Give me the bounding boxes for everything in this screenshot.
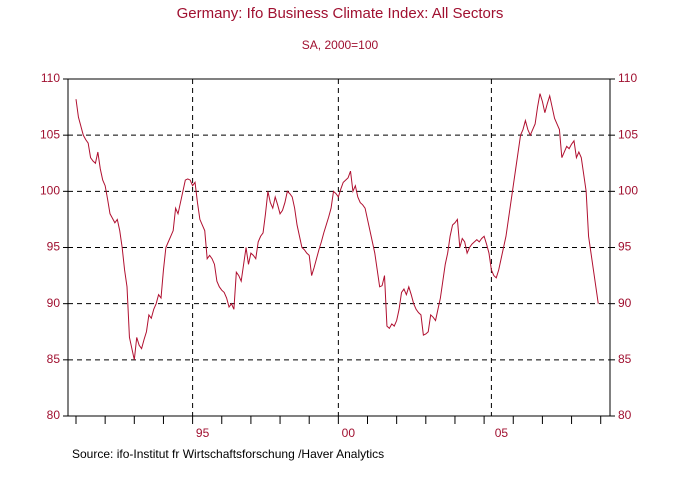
y2-tick-label: 80: [618, 408, 632, 422]
y2-tick-label: 95: [618, 240, 632, 254]
data-line: [75, 93, 599, 360]
y-tick-label: 100: [40, 184, 60, 198]
y2-tick-label: 110: [618, 71, 637, 85]
x-tick-label: 05: [495, 426, 509, 440]
y2-tick-label: 90: [618, 296, 632, 310]
y2-tick-label: 100: [618, 184, 638, 198]
chart-subtitle: SA, 2000=100: [302, 38, 379, 52]
y-tick-label: 90: [47, 296, 61, 310]
y-tick-label: 105: [40, 127, 60, 141]
x-tick-label: 95: [196, 426, 210, 440]
y2-tick-label: 85: [618, 352, 632, 366]
x-tick-label: 00: [342, 426, 356, 440]
y2-tick-label: 105: [618, 127, 638, 141]
y-tick-label: 80: [47, 408, 61, 422]
y-tick-label: 95: [47, 240, 61, 254]
source-note: Source: ifo-Institut fr Wirtschaftsforsc…: [72, 447, 384, 461]
y-tick-label: 85: [47, 352, 61, 366]
chart-title: Germany: Ifo Business Climate Index: All…: [177, 5, 504, 22]
y-tick-label: 110: [41, 71, 60, 85]
